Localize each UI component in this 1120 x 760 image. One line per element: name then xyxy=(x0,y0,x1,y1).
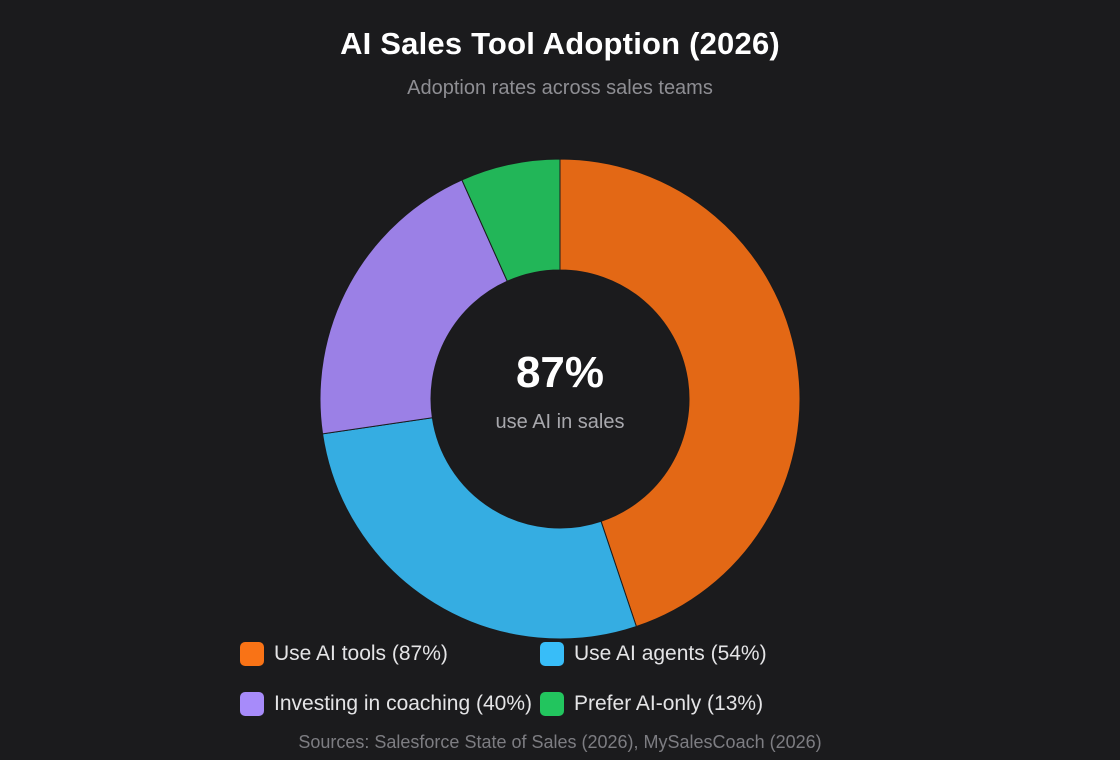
chart-subtitle: Adoption rates across sales teams xyxy=(407,77,713,99)
donut-slice-use-ai-agents[interactable] xyxy=(321,417,638,640)
center-value: 87% xyxy=(515,348,605,397)
legend-item-investing-in-coaching[interactable]: Investing in coaching (40%) xyxy=(240,689,532,719)
legend-label: Use AI tools (87%) xyxy=(274,642,448,665)
legend-swatch xyxy=(540,692,564,716)
legend-item-prefer-ai-only[interactable]: Prefer AI-only (13%) xyxy=(540,689,763,719)
legend-swatch xyxy=(240,692,264,716)
legend-item-use-ai-tools[interactable]: Use AI tools (87%) xyxy=(240,639,448,669)
legend-swatch xyxy=(240,642,264,666)
sources-note: Sources: Salesforce State of Sales (2026… xyxy=(298,732,822,752)
center-label: use AI in sales xyxy=(495,411,625,433)
donut-slice-prefer-ai-only[interactable] xyxy=(461,158,561,282)
chart-title: AI Sales Tool Adoption (2026) xyxy=(340,26,780,61)
legend-label: Prefer AI-only (13%) xyxy=(574,692,764,715)
legend-item-use-ai-agents[interactable]: Use AI agents (54%) xyxy=(540,639,767,669)
donut-slice-investing-in-coaching[interactable] xyxy=(319,179,508,435)
donut-slice-use-ai-tools[interactable] xyxy=(559,158,801,628)
legend-swatch xyxy=(540,642,564,666)
legend-label: Use AI agents (54%) xyxy=(574,642,767,665)
legend-label: Investing in coaching (40%) xyxy=(274,692,532,715)
